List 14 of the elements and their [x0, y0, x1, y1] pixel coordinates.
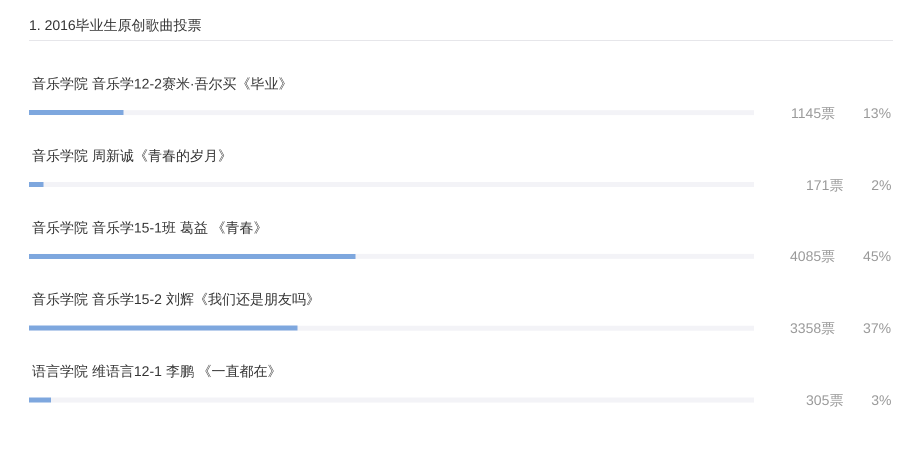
- data-label: 171票 2%: [806, 177, 892, 193]
- y-tick-label: 语言学院 维语言12-1 李鹏 《一直都在》: [32, 362, 282, 379]
- chart-title: 1. 2016毕业生原创歌曲投票: [29, 16, 202, 33]
- data-label: 4085票 45%: [790, 248, 892, 264]
- y-tick-label: 音乐学院 音乐学12-2赛米·吾尔买《毕业》: [32, 76, 293, 92]
- y-tick-label: 音乐学院 音乐学15-1班 葛益 《青春》: [32, 219, 268, 236]
- bar: [29, 398, 51, 403]
- y-tick-label: 音乐学院 音乐学15-2 刘辉《我们还是朋友吗》: [32, 291, 320, 308]
- data-label: 305票 3%: [806, 392, 892, 408]
- bar: [29, 182, 44, 188]
- bar: [29, 110, 124, 116]
- data-label: 1145票 13%: [791, 105, 892, 121]
- y-tick-label: 音乐学院 周新诚《青春的岁月》: [32, 147, 232, 164]
- data-label: 3358票 37%: [790, 320, 892, 336]
